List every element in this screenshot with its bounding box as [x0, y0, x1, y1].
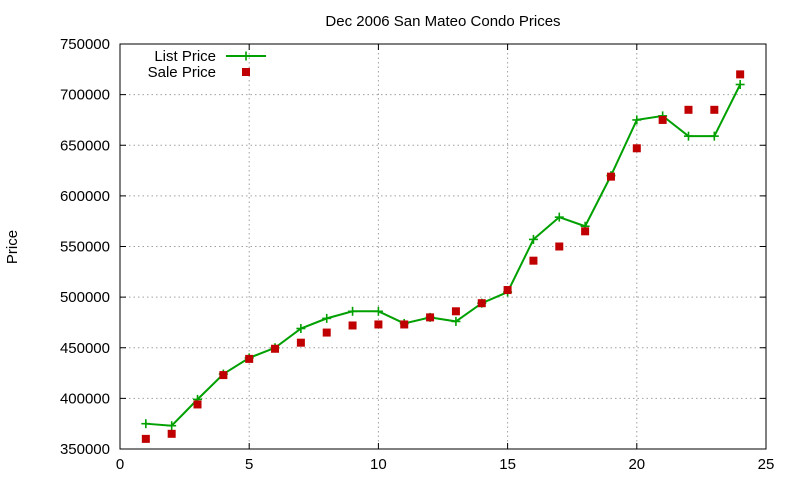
axis-ticks [119, 43, 767, 450]
data-point [477, 299, 486, 308]
x-tick-label: 15 [499, 456, 516, 473]
x-tick-label: 5 [245, 456, 253, 473]
data-point [503, 286, 512, 295]
data-point [322, 328, 331, 337]
y-tick-label: 400000 [60, 390, 110, 407]
legend-sample-marker [242, 68, 250, 76]
data-point [167, 421, 177, 431]
data-point [632, 115, 642, 125]
data-point [374, 320, 383, 329]
y-axis-label: Price [4, 230, 21, 264]
y-tick-label: 600000 [60, 188, 110, 205]
series-list-price [141, 80, 745, 431]
series-line [145, 84, 742, 427]
y-tick-label: 350000 [60, 441, 110, 458]
data-point [322, 313, 332, 323]
data-point [606, 172, 615, 181]
data-point [373, 306, 383, 316]
data-point [555, 242, 564, 251]
legend: List Price Sale Price [148, 48, 266, 81]
y-tick-label: 450000 [60, 340, 110, 357]
data-point [658, 115, 667, 124]
data-point [684, 105, 693, 114]
data-point [296, 324, 306, 334]
legend-label-sale-price: Sale Price [148, 64, 216, 81]
data-point [709, 131, 719, 141]
data-point [193, 400, 202, 409]
x-tick-label: 0 [116, 456, 124, 473]
y-tick-label: 750000 [60, 36, 110, 53]
y-tick-label: 550000 [60, 239, 110, 256]
x-tick-label: 25 [758, 456, 775, 473]
data-point [528, 234, 538, 244]
data-point [581, 227, 590, 236]
legend-sample-marker [241, 51, 251, 61]
data-point [683, 131, 693, 141]
data-point [141, 419, 151, 429]
tick-labels: 0 5 10 15 20 25 350000 400000 450000 500000 550000… [60, 36, 774, 473]
data-point [400, 320, 409, 329]
grid [120, 44, 766, 449]
data-point [426, 313, 435, 322]
data-point [451, 316, 461, 326]
series-sale-price [141, 70, 745, 443]
chart-title: Dec 2006 San Mateo Condo Prices [325, 13, 560, 30]
data-point [348, 321, 357, 330]
data-point [219, 371, 228, 380]
x-tick-label: 20 [628, 456, 645, 473]
data-point [296, 338, 305, 347]
data-point [167, 429, 176, 438]
data-point [736, 70, 745, 79]
data-point [141, 434, 150, 443]
y-tick-label: 650000 [60, 137, 110, 154]
data-point [554, 212, 564, 222]
series [141, 70, 745, 443]
data-point [245, 354, 254, 363]
legend-label-list-price: List Price [154, 48, 216, 65]
y-tick-label: 700000 [60, 87, 110, 104]
data-point [710, 105, 719, 114]
y-tick-label: 500000 [60, 289, 110, 306]
data-point [348, 306, 358, 316]
data-point [632, 144, 641, 153]
data-point [451, 307, 460, 316]
data-point [529, 256, 538, 265]
data-point [271, 344, 280, 353]
data-point [735, 80, 745, 89]
x-tick-label: 10 [370, 456, 387, 473]
